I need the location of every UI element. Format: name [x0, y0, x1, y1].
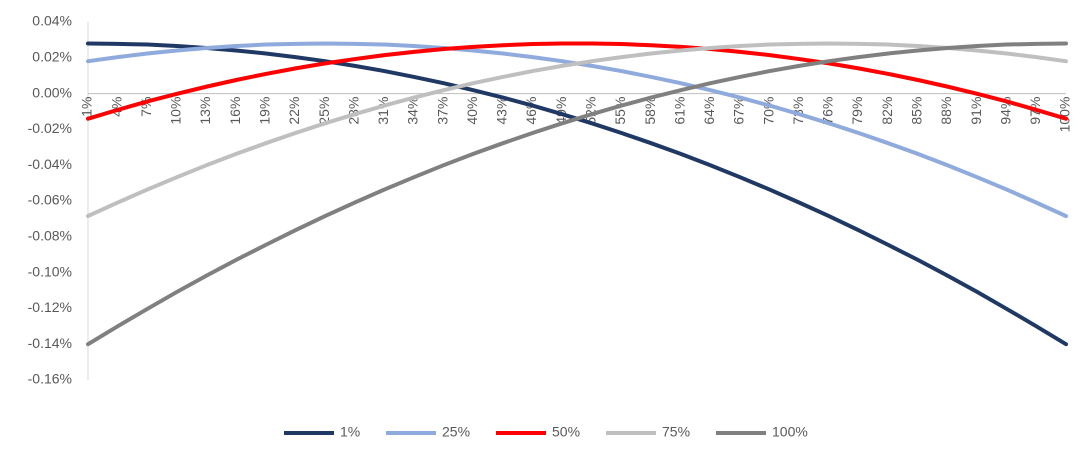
legend-label: 25% — [442, 424, 470, 440]
y-tick-label: -0.14% — [28, 335, 72, 351]
series-line — [86, 41, 1068, 121]
x-tick-label: 25% — [316, 97, 332, 125]
x-tick-label: 1% — [79, 97, 95, 117]
y-tick-label: -0.02% — [28, 120, 72, 136]
x-tick-label: 73% — [790, 97, 806, 125]
x-tick-label: 64% — [701, 97, 717, 125]
y-tick-label: 0.00% — [32, 84, 72, 100]
x-tick-label: 37% — [434, 97, 450, 125]
y-tick-label: -0.12% — [28, 299, 72, 315]
y-tick-label: -0.16% — [28, 371, 72, 387]
x-tick-label: 31% — [375, 97, 391, 125]
x-tick-label: 85% — [909, 97, 925, 125]
x-tick-label: 76% — [820, 97, 836, 125]
x-tick-label: 40% — [464, 97, 480, 125]
series-line — [86, 41, 1068, 347]
x-tick-label: 67% — [731, 97, 747, 125]
legend-label: 1% — [340, 424, 360, 440]
y-tick-label: -0.06% — [28, 192, 72, 208]
legend-label: 50% — [552, 424, 580, 440]
x-tick-label: 22% — [286, 97, 302, 125]
x-tick-label: 82% — [879, 97, 895, 125]
x-tick-label: 13% — [197, 97, 213, 125]
y-tick-label: -0.04% — [28, 156, 72, 172]
x-tick-label: 28% — [345, 97, 361, 125]
series-line — [86, 41, 1068, 219]
y-tick-label: -0.10% — [28, 263, 72, 279]
x-tick-label: 61% — [671, 97, 687, 125]
y-tick-label: 0.04% — [32, 13, 72, 29]
x-tick-label: 19% — [257, 97, 273, 125]
y-tick-label: -0.08% — [28, 228, 72, 244]
x-tick-label: 43% — [494, 97, 510, 125]
x-tick-label: 10% — [168, 97, 184, 125]
x-tick-label: 49% — [553, 97, 569, 125]
series-line — [86, 41, 1068, 219]
x-tick-label: 55% — [612, 97, 628, 125]
x-tick-label: 46% — [523, 97, 539, 125]
legend-label: 75% — [662, 424, 690, 440]
legend-label: 100% — [772, 424, 808, 440]
x-tick-label: 70% — [760, 97, 776, 125]
x-tick-label: 79% — [849, 97, 865, 125]
x-tick-label: 34% — [405, 97, 421, 125]
x-tick-label: 91% — [968, 97, 984, 125]
x-tick-label: 16% — [227, 97, 243, 125]
x-tick-label: 88% — [938, 97, 954, 125]
series-line — [86, 41, 1068, 347]
x-tick-label: 58% — [642, 97, 658, 125]
y-tick-label: 0.02% — [32, 49, 72, 65]
x-tick-label: 100% — [1057, 97, 1073, 133]
